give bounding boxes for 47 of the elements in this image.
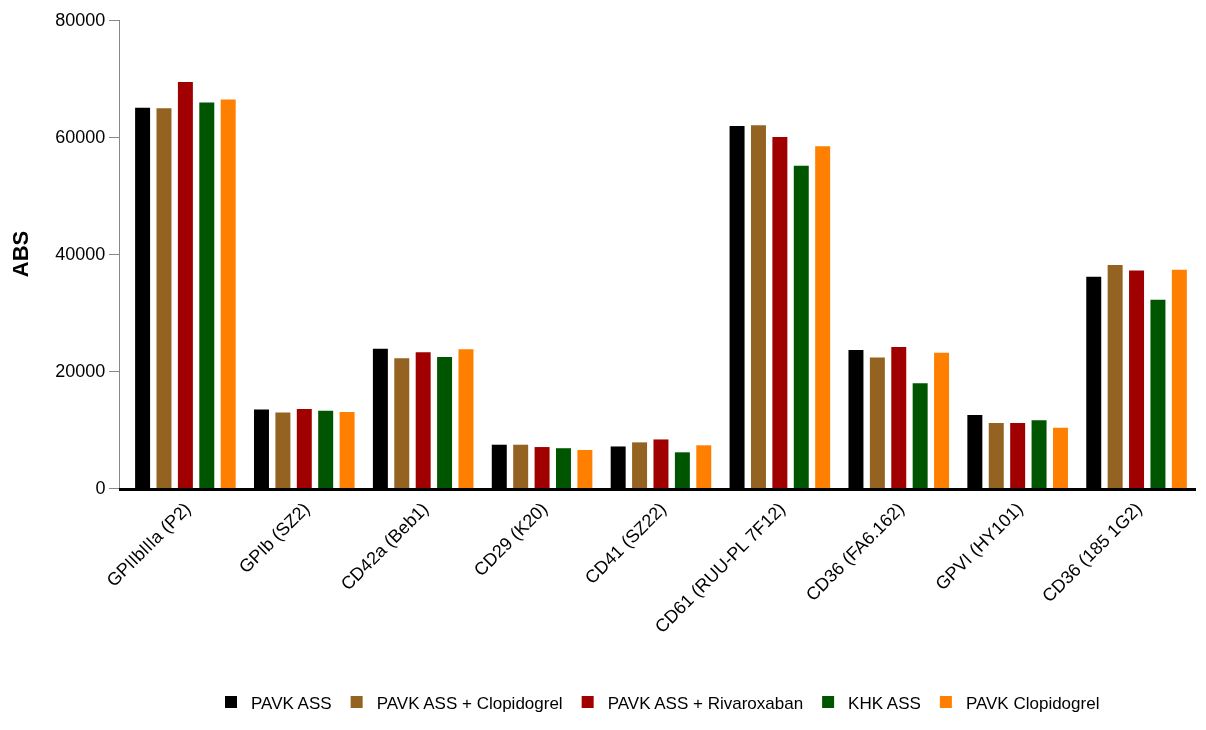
bar	[772, 137, 788, 488]
bar	[339, 411, 355, 488]
bar	[156, 108, 172, 488]
bar	[674, 452, 690, 488]
bar	[1107, 265, 1123, 488]
y-tick-label: 20000	[55, 361, 106, 382]
legend-label: PAVK Clopidogrel	[965, 693, 1100, 713]
bar	[793, 165, 809, 488]
bar	[750, 125, 766, 488]
y-tick-label: 60000	[55, 127, 106, 148]
legend-label: PAVK ASS + Clopidogrel	[376, 693, 563, 713]
bar	[415, 352, 431, 488]
bar	[1150, 299, 1166, 488]
y-tick-label: 80000	[55, 10, 106, 31]
bar	[458, 349, 474, 488]
bar	[394, 358, 410, 488]
legend-label: PAVK ASS + Rivaroxaban	[607, 693, 804, 713]
bar	[177, 82, 193, 488]
bar	[1171, 269, 1187, 488]
bar	[534, 447, 550, 488]
bar	[1010, 423, 1026, 488]
bar	[275, 412, 291, 488]
y-tick-label: 0	[95, 478, 106, 499]
y-axis-title: ABS	[8, 230, 34, 278]
bar	[653, 439, 669, 488]
bar	[632, 442, 648, 488]
bar	[437, 356, 453, 488]
bar	[220, 99, 236, 488]
bar	[1031, 420, 1047, 488]
bar	[988, 423, 1004, 488]
bar	[934, 352, 950, 488]
bar	[891, 347, 907, 488]
bar	[199, 102, 215, 488]
bar	[555, 448, 571, 488]
bar	[296, 409, 312, 488]
bar	[513, 444, 529, 488]
bar	[1129, 270, 1145, 488]
bar	[912, 383, 928, 488]
bar	[696, 445, 712, 488]
y-tick-label: 40000	[55, 244, 106, 265]
legend-label: PAVK ASS	[251, 693, 332, 713]
bar	[1052, 427, 1068, 488]
bar	[577, 449, 593, 488]
bar	[869, 357, 885, 488]
bar	[318, 410, 334, 488]
legend-label: KHK ASS	[848, 693, 921, 713]
bar	[815, 146, 831, 488]
